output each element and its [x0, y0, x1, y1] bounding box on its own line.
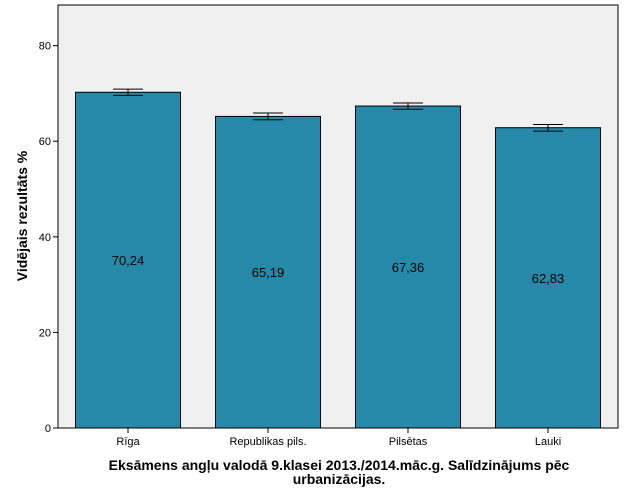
data-label-1: 65,19	[252, 265, 285, 280]
x-tick-label-2: Pilsētas	[389, 436, 428, 448]
data-label-0: 70,24	[112, 253, 145, 268]
x-tick-label-0: Rīga	[116, 436, 140, 448]
x-tick-label-3: Lauki	[535, 436, 561, 448]
data-label-3: 62,83	[532, 271, 565, 286]
x-axis-label-line2: urbanizācijas.	[293, 471, 386, 487]
bar-2	[355, 105, 461, 429]
y-axis-label: Vidējais rezultāts %	[14, 150, 30, 281]
bar-0	[75, 91, 181, 429]
bar-3	[495, 127, 601, 429]
y-tick-label-0: 0	[45, 423, 51, 435]
y-tick-label-40: 40	[39, 232, 51, 244]
y-tick-label-20: 20	[39, 327, 51, 339]
x-axis-label-line1: Eksāmens angļu valodā 9.klasei 2013./201…	[109, 457, 570, 473]
data-label-2: 67,36	[392, 260, 425, 275]
y-tick-label-60: 60	[39, 136, 51, 148]
x-tick-label-1: Republikas pils.	[229, 436, 306, 448]
y-tick-label-80: 80	[39, 41, 51, 53]
